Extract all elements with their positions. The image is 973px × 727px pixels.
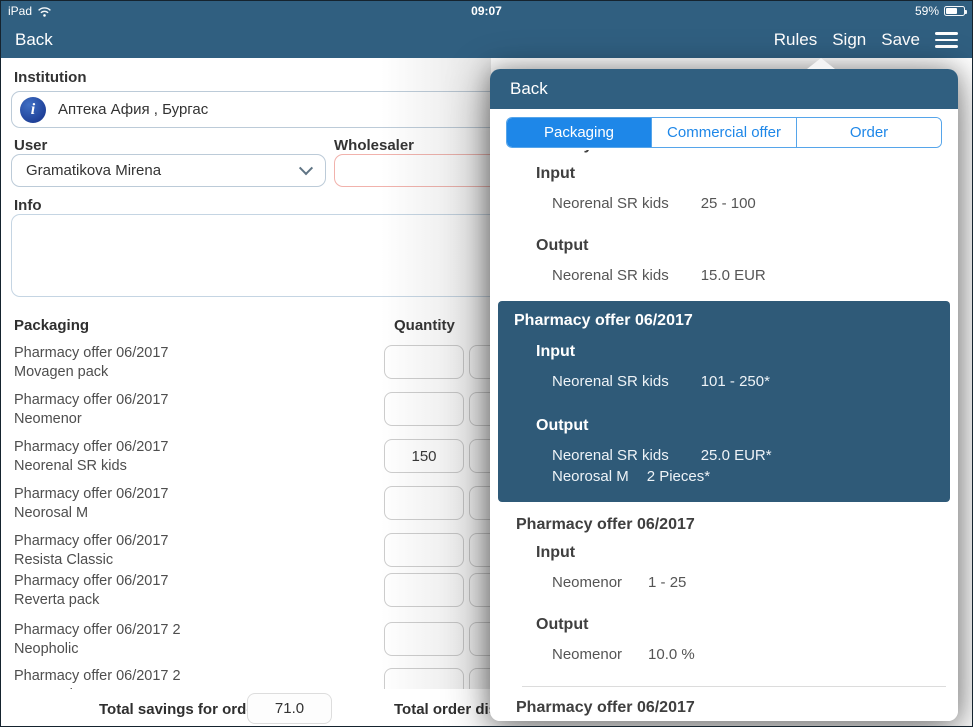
popover-body: Packaging Commercial offer Order Pharmac… (490, 109, 958, 721)
row-offer: Pharmacy offer 06/2017 2 (14, 668, 181, 684)
row-product: Resista Classic (14, 552, 114, 568)
row-offer: Pharmacy offer 06/2017 (14, 573, 169, 589)
info-icon[interactable]: i (20, 96, 46, 123)
device-label: iPad (8, 4, 33, 18)
quantity-input[interactable] (384, 392, 464, 426)
info-label: Info (14, 197, 42, 214)
tab-order[interactable]: Order (796, 118, 941, 147)
clock: 09:07 (471, 4, 502, 18)
table-row: Pharmacy offer 06/2017 2 Neopholic (14, 621, 694, 665)
quantity-input[interactable] (384, 345, 464, 379)
row-offer: Pharmacy offer 06/2017 (14, 486, 169, 502)
status-bar: iPad 09:07 59% (1, 1, 972, 21)
section-title: Pharmacy offer 06/2017 (516, 516, 695, 533)
quantity-input[interactable] (384, 439, 464, 473)
row-product: Movagen pack (14, 364, 109, 380)
row-offer: Pharmacy offer 06/2017 (14, 392, 169, 408)
table-row: Pharmacy offer 06/2017 Neomenor (14, 391, 694, 435)
quantity-input[interactable] (384, 573, 464, 607)
section-title: Pharmacy offer 06/2017 (514, 312, 693, 329)
quantity-header: Quantity (394, 317, 455, 334)
rules-button[interactable]: Rules (773, 29, 818, 49)
tab-commercial-offer[interactable]: Commercial offer (651, 118, 796, 147)
clipped-section-title: Pharmacy offer 06/2017 (516, 150, 958, 155)
quantity-input[interactable] (384, 622, 464, 656)
table-row: Pharmacy offer 06/2017 Neorenal SR kids (14, 438, 694, 482)
wholesaler-label: Wholesaler (334, 137, 415, 154)
row-offer: Pharmacy offer 06/2017 (14, 533, 169, 549)
row-offer: Pharmacy offer 06/2017 (14, 439, 169, 455)
row-product: Neorenal SR kids (14, 458, 127, 474)
input-heading: Input (536, 544, 576, 561)
output-heading: Output (536, 237, 589, 254)
quantity-input[interactable] (384, 486, 464, 520)
popover-back-button[interactable]: Back (510, 79, 548, 98)
popover-header: Back (490, 69, 958, 109)
rule-item: Neorenal SR kids 25 - 100 (552, 195, 756, 212)
section-divider (522, 686, 946, 687)
institution-value: Аптека Афия , Бургас (58, 101, 209, 118)
section-title: Pharmacy offer 06/2017 (516, 699, 695, 716)
rule-item: Neorenal SR kids 101 - 250* (552, 373, 770, 390)
rule-section[interactable]: Pharmacy offer 06/2017 Input Neorenal SR… (490, 150, 958, 285)
table-row: Pharmacy offer 06/2017 Neorosal M (14, 485, 694, 529)
input-heading: Input (536, 343, 576, 360)
rule-item: Neomenor 10.0 % (552, 646, 695, 663)
save-button[interactable]: Save (881, 29, 920, 49)
sign-button[interactable]: Sign (832, 29, 867, 49)
popover-arrow (807, 58, 835, 69)
user-select[interactable]: Gramatikova Mirena (11, 154, 326, 187)
row-product: Reverta pack (14, 592, 100, 608)
row-product: Neorosal M (14, 505, 89, 521)
packaging-header: Packaging (14, 317, 90, 334)
table-row: Pharmacy offer 06/2017 Reverta pack (14, 572, 694, 616)
rule-item: Neorenal SR kids 15.0 EUR (552, 267, 766, 284)
battery-percent: 59% (914, 4, 939, 18)
rule-item: Neorenal SR kids 25.0 EUR* (552, 447, 772, 464)
institution-label: Institution (14, 69, 87, 86)
total-order-discount-label: Total order disc (394, 701, 504, 718)
output-heading: Output (536, 616, 589, 633)
segmented-control: Packaging Commercial offer Order (506, 117, 942, 148)
row-offer: Pharmacy offer 06/2017 2 (14, 622, 181, 638)
chevron-down-icon (298, 160, 314, 175)
total-savings-input[interactable] (247, 693, 332, 724)
table-row: Pharmacy offer 06/2017 Movagen pack (14, 344, 694, 388)
tab-packaging[interactable]: Packaging (507, 118, 651, 147)
rule-item: Neomenor 1 - 25 (552, 574, 687, 591)
back-button[interactable]: Back (15, 29, 53, 49)
output-heading: Output (536, 417, 589, 434)
table-row: Pharmacy offer 06/2017 Resista Classic (14, 532, 694, 576)
row-offer: Pharmacy offer 06/2017 (14, 345, 169, 361)
navigation-bar: Back Rules Sign Save (1, 21, 972, 58)
rule-section[interactable]: Pharmacy offer 06/2017 Input (490, 699, 958, 721)
user-label: User (14, 137, 48, 154)
battery-icon (944, 6, 967, 16)
rule-section[interactable]: Pharmacy offer 06/2017 Input Neomenor 1 -… (490, 516, 958, 664)
user-value: Gramatikova Mirena (26, 162, 162, 179)
row-product: Neomenor (14, 411, 82, 427)
rule-section-selected[interactable]: Pharmacy offer 06/2017 Input Neorenal SR… (498, 301, 950, 502)
rules-popover: Back Packaging Commercial offer Order Ph… (490, 69, 958, 721)
input-heading: Input (536, 165, 576, 182)
total-savings-label: Total savings for order (99, 701, 261, 718)
quantity-input[interactable] (384, 533, 464, 567)
wifi-icon (38, 6, 51, 17)
row-product: Neopholic (14, 641, 79, 657)
hamburger-menu-icon[interactable] (935, 31, 958, 48)
